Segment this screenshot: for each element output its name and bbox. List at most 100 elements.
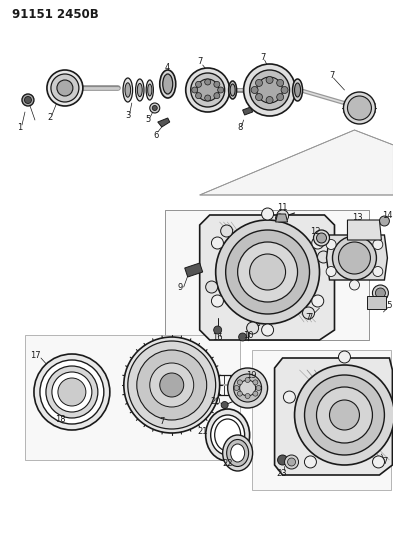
- Circle shape: [326, 266, 336, 277]
- Circle shape: [245, 393, 250, 399]
- Circle shape: [205, 95, 211, 101]
- Circle shape: [22, 94, 34, 106]
- Circle shape: [253, 391, 258, 396]
- Text: 16: 16: [212, 334, 223, 343]
- Circle shape: [124, 337, 220, 433]
- Circle shape: [228, 368, 268, 408]
- Circle shape: [372, 456, 385, 468]
- Circle shape: [295, 365, 394, 465]
- Circle shape: [262, 324, 273, 336]
- Circle shape: [250, 70, 290, 110]
- Circle shape: [338, 242, 370, 274]
- Circle shape: [277, 94, 284, 101]
- Ellipse shape: [227, 440, 249, 466]
- Polygon shape: [243, 107, 253, 115]
- Circle shape: [277, 79, 284, 86]
- Ellipse shape: [295, 83, 301, 97]
- Circle shape: [137, 350, 207, 420]
- Circle shape: [275, 214, 284, 222]
- Circle shape: [34, 354, 110, 430]
- Circle shape: [314, 230, 329, 246]
- Ellipse shape: [146, 80, 153, 100]
- Ellipse shape: [230, 84, 235, 96]
- Circle shape: [338, 351, 351, 363]
- Circle shape: [349, 226, 359, 236]
- Ellipse shape: [206, 409, 250, 461]
- FancyBboxPatch shape: [367, 295, 386, 309]
- Circle shape: [326, 239, 336, 249]
- Circle shape: [234, 385, 239, 391]
- Text: 18: 18: [55, 416, 65, 424]
- Circle shape: [288, 458, 296, 466]
- Circle shape: [221, 401, 228, 408]
- Circle shape: [237, 391, 242, 396]
- Text: 14: 14: [382, 211, 393, 220]
- Text: 13: 13: [352, 214, 363, 222]
- Circle shape: [250, 254, 286, 290]
- Circle shape: [234, 374, 262, 402]
- Circle shape: [256, 77, 282, 103]
- Circle shape: [197, 79, 219, 101]
- Polygon shape: [165, 210, 370, 340]
- Circle shape: [312, 295, 324, 307]
- Text: 20: 20: [210, 398, 221, 407]
- Circle shape: [52, 372, 92, 412]
- Circle shape: [239, 333, 247, 341]
- Polygon shape: [185, 263, 203, 277]
- Text: 4: 4: [165, 63, 170, 72]
- Circle shape: [373, 266, 383, 277]
- Text: 8: 8: [237, 124, 242, 133]
- Text: 19: 19: [246, 370, 257, 379]
- Circle shape: [277, 210, 288, 222]
- Text: 7: 7: [383, 457, 388, 466]
- Circle shape: [278, 455, 288, 465]
- Circle shape: [284, 455, 299, 469]
- Circle shape: [195, 93, 201, 99]
- Ellipse shape: [125, 83, 130, 97]
- Circle shape: [160, 373, 184, 397]
- Polygon shape: [25, 335, 240, 460]
- Ellipse shape: [148, 84, 152, 96]
- Text: 7: 7: [159, 417, 164, 426]
- Circle shape: [281, 86, 288, 93]
- Circle shape: [40, 360, 104, 424]
- Circle shape: [195, 82, 201, 87]
- Ellipse shape: [138, 83, 142, 96]
- Circle shape: [150, 363, 194, 407]
- Circle shape: [329, 400, 359, 430]
- Text: 6: 6: [153, 131, 158, 140]
- Circle shape: [206, 281, 217, 293]
- Circle shape: [51, 74, 79, 102]
- Circle shape: [283, 391, 296, 403]
- Text: 91151 2450B: 91151 2450B: [12, 8, 99, 21]
- Circle shape: [221, 225, 232, 237]
- Circle shape: [150, 103, 160, 113]
- Text: 12: 12: [310, 228, 321, 237]
- Circle shape: [152, 106, 157, 110]
- Circle shape: [212, 295, 223, 307]
- Text: 22: 22: [222, 458, 233, 467]
- Circle shape: [305, 375, 385, 455]
- Circle shape: [256, 385, 261, 391]
- Circle shape: [214, 93, 220, 99]
- Text: 5: 5: [145, 116, 151, 125]
- Text: 7: 7: [260, 52, 265, 61]
- Text: 9: 9: [177, 284, 182, 293]
- Text: 1: 1: [17, 124, 22, 133]
- Polygon shape: [327, 235, 387, 280]
- Ellipse shape: [136, 79, 144, 101]
- Ellipse shape: [230, 444, 245, 462]
- Circle shape: [348, 96, 372, 120]
- Circle shape: [372, 285, 388, 301]
- Polygon shape: [200, 130, 393, 195]
- Circle shape: [344, 92, 375, 124]
- Circle shape: [251, 86, 258, 93]
- Circle shape: [349, 280, 359, 290]
- Circle shape: [205, 79, 211, 85]
- Circle shape: [217, 87, 224, 93]
- Polygon shape: [252, 350, 391, 490]
- Circle shape: [375, 288, 385, 298]
- Circle shape: [305, 456, 316, 468]
- Polygon shape: [275, 214, 288, 222]
- Text: 3: 3: [125, 110, 130, 119]
